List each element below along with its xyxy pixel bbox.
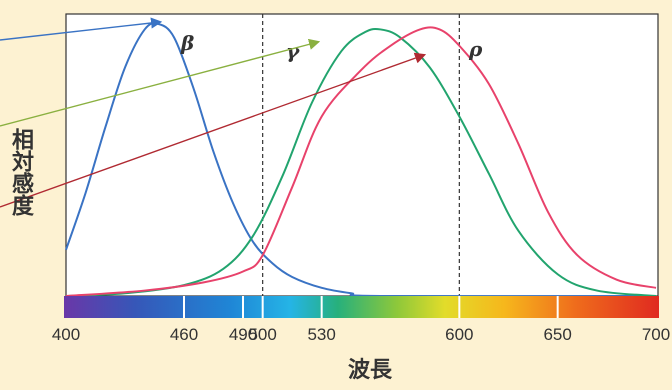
plot-area xyxy=(65,13,659,297)
x-tick-label-500: 500 xyxy=(248,325,276,344)
x-tick-label-400: 400 xyxy=(52,325,80,344)
reference-lines xyxy=(262,14,460,296)
gamma-curve xyxy=(65,27,657,297)
beta-curve xyxy=(65,22,657,298)
x-tick-label-460: 460 xyxy=(170,325,198,344)
x-tick-label-650: 650 xyxy=(543,325,571,344)
spectrum-tick-marks xyxy=(183,296,559,318)
curves xyxy=(65,22,657,298)
beta-pointer-arrow xyxy=(0,17,163,41)
x-tick-label-530: 530 xyxy=(307,325,335,344)
x-tick-label-490: 490 xyxy=(229,325,257,344)
rho-curve xyxy=(65,26,657,297)
rho-series-label: ρ xyxy=(468,37,483,61)
spectrum-bar xyxy=(64,296,659,318)
y-axis-label: 相対感度 xyxy=(8,128,33,216)
x-tick-label-600: 600 xyxy=(445,325,473,344)
x-tick-label-700: 700 xyxy=(642,325,670,344)
gamma-series-label: γ xyxy=(286,39,300,63)
x-axis-label: 波長 xyxy=(347,358,392,383)
gamma-pointer-arrow xyxy=(0,38,321,127)
rho-pointer-arrow xyxy=(0,52,427,208)
beta-series-label: β xyxy=(180,31,194,55)
